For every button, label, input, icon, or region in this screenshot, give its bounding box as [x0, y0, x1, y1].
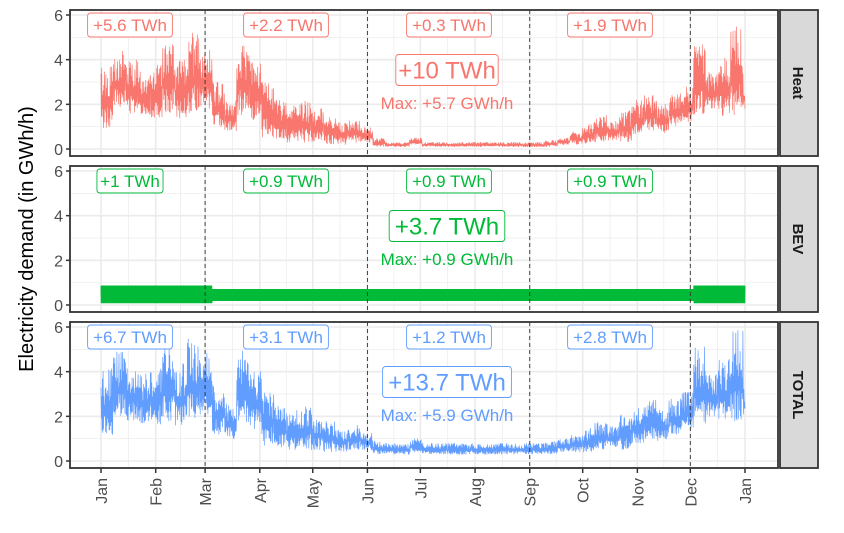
- x-tick-label: May: [306, 478, 323, 508]
- x-tick-label: Dec: [683, 478, 700, 506]
- facet-strip-label-bev: BEV: [789, 224, 806, 255]
- season-total-label: +1.9 TWh: [573, 16, 647, 35]
- season-total-label: +0.9 TWh: [573, 172, 647, 191]
- season-total-label-box: [87, 324, 173, 350]
- y-tick-label: 4: [54, 209, 63, 226]
- season-total-label-box: [243, 12, 329, 38]
- series-line-bev: [100, 285, 746, 304]
- series-line-heat: [100, 26, 746, 148]
- annual-total-label-box: [395, 54, 499, 86]
- season-total-label-box: [567, 324, 653, 350]
- season-total-label-box: [87, 12, 173, 38]
- season-total-label: +0.3 TWh: [412, 16, 486, 35]
- annual-total-label-box: [388, 210, 506, 242]
- y-tick-label: 6: [54, 320, 63, 337]
- max-demand-label: Max: +5.7 GWh/h: [381, 94, 514, 113]
- season-total-label-box: [406, 12, 492, 38]
- y-tick-label: 0: [54, 298, 63, 315]
- y-tick-label: 0: [54, 142, 63, 159]
- season-total-label-box: [567, 168, 653, 194]
- x-tick-label: Feb: [149, 478, 166, 506]
- season-total-label: +5.6 TWh: [93, 16, 167, 35]
- season-total-label: +6.7 TWh: [93, 328, 167, 347]
- season-total-label: +0.9 TWh: [412, 172, 486, 191]
- facet-strip: [779, 9, 819, 157]
- season-total-label: +0.9 TWh: [249, 172, 323, 191]
- season-total-label-box: [406, 168, 492, 194]
- x-tick-label: Jan: [94, 478, 111, 504]
- y-axis-title: Electricity demand (in GWh/h): [16, 106, 38, 372]
- facet-strip-label-heat: Heat: [789, 67, 806, 100]
- x-tick-label: Jul: [413, 478, 430, 498]
- annual-total-label: +3.7 TWh: [395, 214, 499, 241]
- facet-strip: [779, 321, 819, 469]
- y-tick-label: 2: [54, 97, 63, 114]
- season-total-label: +3.1 TWh: [249, 328, 323, 347]
- season-total-label-box: [243, 168, 329, 194]
- annual-total-label-box: [382, 366, 512, 398]
- season-total-label: +1.2 TWh: [412, 328, 486, 347]
- season-total-label-box: [406, 324, 492, 350]
- max-demand-label: Max: +5.9 GWh/h: [381, 406, 514, 425]
- annual-total-label: +13.7 TWh: [388, 370, 506, 397]
- season-total-label-box: [567, 12, 653, 38]
- facet-strip: [779, 165, 819, 313]
- x-tick-label: Nov: [630, 478, 647, 506]
- annual-total-label: +10 TWh: [398, 58, 496, 85]
- season-total-label: +1 TWh: [100, 172, 160, 191]
- season-total-label-box: [243, 324, 329, 350]
- y-tick-label: 0: [54, 454, 63, 471]
- panel-border: [69, 165, 779, 313]
- facet-strip-label-total: TOTAL: [789, 371, 806, 420]
- panel-border: [69, 9, 779, 157]
- panel-border: [69, 321, 779, 469]
- x-tick-label: Oct: [576, 477, 593, 502]
- x-tick-label: Mar: [198, 477, 215, 505]
- y-tick-label: 2: [54, 409, 63, 426]
- x-tick-label: Apr: [253, 477, 270, 503]
- y-tick-label: 2: [54, 253, 63, 270]
- max-demand-label: Max: +0.9 GWh/h: [381, 250, 514, 269]
- x-tick-label: Jun: [360, 478, 377, 504]
- y-tick-label: 4: [54, 53, 63, 70]
- season-total-label: +2.2 TWh: [249, 16, 323, 35]
- x-tick-label: Jan: [738, 478, 755, 504]
- y-tick-label: 4: [54, 365, 63, 382]
- y-tick-label: 6: [54, 8, 63, 25]
- y-tick-label: 6: [54, 164, 63, 181]
- season-total-label-box: [96, 168, 164, 194]
- season-total-label: +2.8 TWh: [573, 328, 647, 347]
- x-tick-label: Aug: [468, 478, 485, 506]
- series-line-total: [100, 330, 746, 455]
- x-tick-label: Sep: [523, 478, 540, 507]
